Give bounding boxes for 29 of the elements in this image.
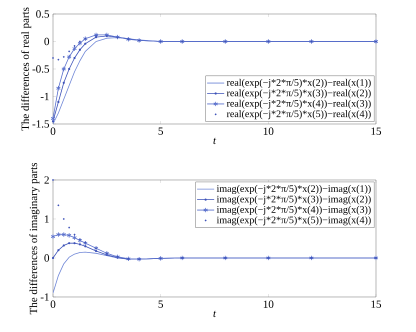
y-tick-label: -1.5 bbox=[32, 120, 50, 128]
legend-label: real(exp(−j*2*π/5)*x(4))−real(x(3)) bbox=[226, 100, 371, 109]
legend-label: real(exp(−j*2*π/5)*x(3))−real(x(2)) bbox=[226, 89, 371, 98]
legend-label: imag(exp(−j*2*π/5)*x(2))−imag(x(1)) bbox=[216, 184, 371, 194]
y-tick-label: 0.5 bbox=[36, 10, 50, 18]
x-tick-label: 0 bbox=[50, 128, 56, 135]
legend-label: real(exp(−j*2*π/5)*x(5))−real(x(4)) bbox=[226, 110, 371, 120]
x-tick-label: 0 bbox=[50, 300, 56, 308]
x-tick-label: 5 bbox=[158, 300, 163, 308]
legend-label: real(exp(−j*2*π/5)*x(2))−real(x(1)) bbox=[226, 78, 371, 88]
x-tick-label: 15 bbox=[371, 300, 382, 308]
x-axis-title: t bbox=[213, 310, 216, 318]
y-tick-label: -1 bbox=[40, 92, 49, 100]
y-axis-title: The differences of real parts bbox=[21, 8, 32, 131]
x-tick-label: 15 bbox=[371, 128, 382, 135]
y-tick-label: -1 bbox=[40, 293, 49, 301]
legend-label: imag(exp(−j*2*π/5)*x(4))−imag(x(3)) bbox=[216, 206, 371, 215]
x-tick-label: 5 bbox=[158, 128, 163, 135]
y-tick-label: 0 bbox=[44, 38, 50, 46]
y-tick-label: 1 bbox=[44, 215, 49, 223]
y-axis-title: The differences of imaginary parts bbox=[29, 162, 40, 314]
x-tick-label: 10 bbox=[264, 300, 274, 308]
y-tick-label: -0.5 bbox=[32, 65, 50, 73]
y-tick-label: 0 bbox=[44, 254, 50, 262]
legend-label: imag(exp(−j*2*π/5)*x(3))−imag(x(2)) bbox=[216, 195, 371, 204]
x-axis-title: t bbox=[213, 138, 216, 144]
x-tick-label: 10 bbox=[264, 128, 274, 135]
y-tick-label: 2 bbox=[44, 176, 49, 184]
legend-label: imag(exp(−j*2*π/5)*x(5))−imag(x(4)) bbox=[216, 216, 371, 226]
